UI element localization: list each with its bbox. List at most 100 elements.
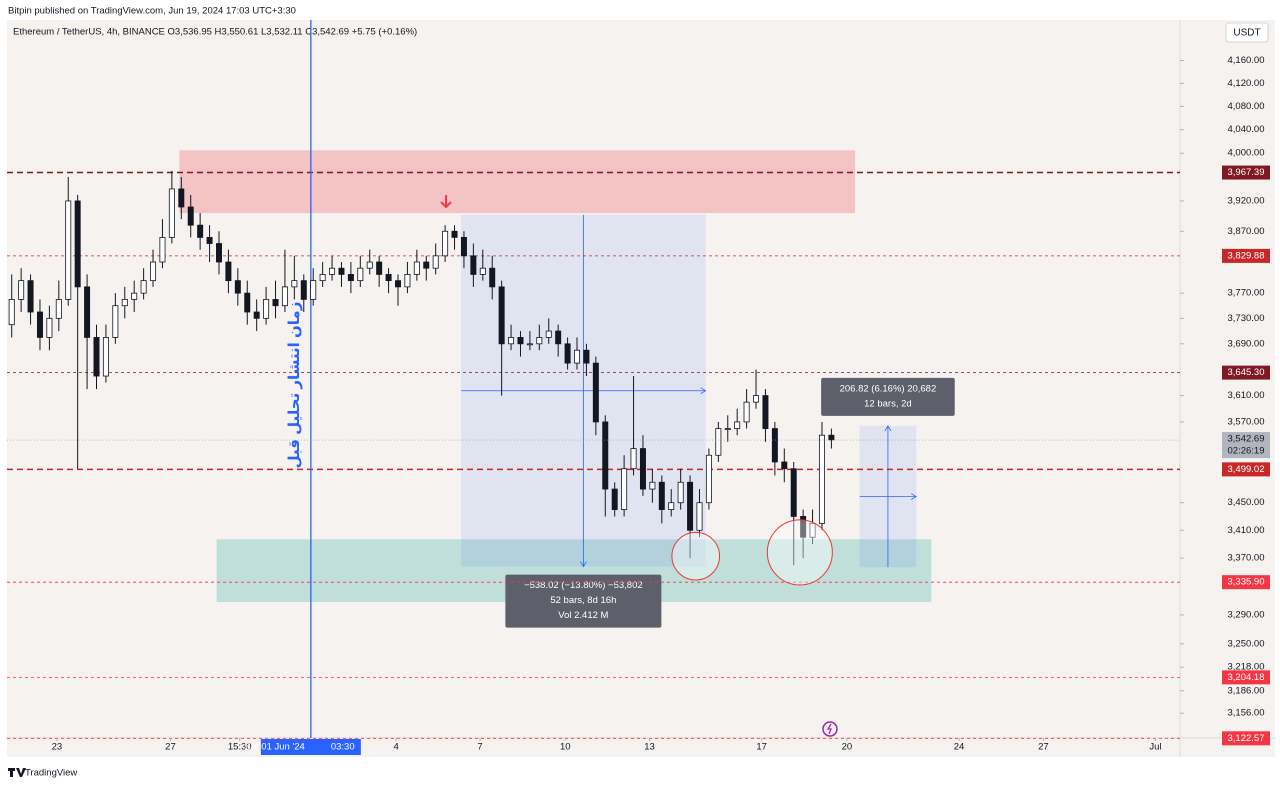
x-tick-label: 15:30 <box>228 742 252 753</box>
candle-body <box>677 481 684 504</box>
y-tick-label: 3,770.00 <box>1228 288 1265 299</box>
x-tick-label: 27 <box>1038 742 1049 753</box>
candle-body <box>385 274 392 282</box>
candle-body <box>592 362 599 423</box>
candle-body <box>470 255 477 275</box>
candle-body <box>498 286 505 345</box>
candle-body <box>140 280 147 294</box>
x-tick-label: 7 <box>477 742 482 753</box>
candle-body <box>310 280 317 300</box>
price-label-box <box>1222 165 1270 180</box>
chart-area <box>7 20 1275 757</box>
candle-body <box>215 243 222 263</box>
y-tick-label: 3,218.00 <box>1228 662 1265 673</box>
candle-body <box>263 299 270 319</box>
y-tick-label: 3,156.00 <box>1228 708 1265 719</box>
crosshair-label-box <box>260 739 361 755</box>
candle-body <box>376 261 383 275</box>
measure-label: 12 bars, 2d <box>864 398 912 409</box>
candle-body <box>27 280 34 313</box>
candle-body <box>489 267 496 288</box>
x-tick-label: 23 <box>52 742 63 753</box>
currency-box[interactable] <box>1225 22 1269 43</box>
candle-body <box>781 461 788 470</box>
candle-body <box>508 337 515 345</box>
candle-body <box>800 516 807 538</box>
candle-body <box>583 349 590 364</box>
candle-body <box>526 343 533 346</box>
candle-body <box>244 292 251 313</box>
candle-body <box>197 224 204 238</box>
measure-label: 206.82 (6.16%) 20,682 <box>840 383 937 394</box>
measure-label: Vol 2.412 M <box>558 610 608 621</box>
candle-body <box>131 292 138 300</box>
y-tick-label: 3,370.00 <box>1228 553 1265 564</box>
y-tick-label: 3,690.00 <box>1228 338 1265 349</box>
price-axis: 4,160.00 4,120.00 4,080.00 4,040.00 4,000.00… <box>1180 55 1270 746</box>
price-label: 3,122.57 <box>1228 733 1265 744</box>
y-tick-label: 3,920.00 <box>1228 195 1265 206</box>
replay-icon[interactable] <box>822 721 838 737</box>
y-tick-label: 3,250.00 <box>1228 638 1265 649</box>
time-axis: 23 27 15:30 4 7 10 13 17 20 24 27 Jul Sat 01 Jun '24… <box>52 738 1162 755</box>
y-tick-label: 3,290.00 <box>1228 609 1265 620</box>
y-tick-label: 3,870.00 <box>1228 226 1265 237</box>
measure-arrowhead <box>700 387 707 395</box>
y-tick-label: 3,410.00 <box>1228 525 1265 536</box>
candle-body <box>621 468 628 510</box>
price-label: 3,204.18 <box>1228 672 1265 683</box>
currency[interactable]: USDT <box>1233 28 1260 39</box>
candle-body <box>187 206 194 226</box>
price-label: 3,967.39 <box>1228 167 1265 178</box>
candle-body <box>206 236 213 244</box>
x-tick-label: 4 <box>393 742 398 753</box>
price-label-box <box>1222 248 1270 263</box>
published-text: Bitpin published on TradingView.com, Jun… <box>8 6 296 17</box>
logo-mark <box>8 768 26 777</box>
x-tick-label: Jul <box>1149 742 1161 753</box>
candle-body <box>818 434 825 524</box>
zones <box>179 150 932 603</box>
candle-body <box>602 421 609 490</box>
x-tick-label: 17 <box>756 742 767 753</box>
y-tick-label: 4,080.00 <box>1228 101 1265 112</box>
candle-body <box>451 230 458 238</box>
candle-body <box>432 255 439 269</box>
candle-body <box>84 286 91 338</box>
candle-body <box>668 502 675 510</box>
candle-body <box>347 274 354 282</box>
candle-body <box>18 280 25 300</box>
candle-body <box>319 274 326 282</box>
highlight-circle <box>766 519 833 586</box>
candle-body <box>366 261 373 269</box>
candle-body <box>630 448 637 470</box>
candle-body <box>545 330 552 338</box>
x-tick-label: 24 <box>954 742 965 753</box>
measure-arrowhead <box>884 425 892 432</box>
candle-body <box>395 280 401 288</box>
candle-body <box>272 299 279 307</box>
symbol-header: Ethereum / TetherUS, 4h, BINANCE O3,536.… <box>13 27 417 38</box>
candle-body <box>74 200 81 288</box>
candle-body <box>102 337 109 377</box>
y-tick-label: 4,000.00 <box>1228 148 1265 159</box>
candle-body <box>536 337 543 345</box>
candle-body <box>65 200 72 300</box>
icon-bolt[interactable] <box>826 723 832 735</box>
brand: TradingView <box>25 768 77 779</box>
y-tick-label: 3,450.00 <box>1228 497 1265 508</box>
crosshair-time: 03:30 <box>331 742 355 753</box>
candle-body <box>687 481 694 531</box>
candle-body <box>705 454 712 504</box>
measure-arrowhead <box>580 561 587 568</box>
measure-label-box <box>821 377 955 416</box>
candle-body <box>771 428 778 463</box>
candle-body <box>253 311 260 319</box>
candle-body <box>150 261 157 282</box>
arrow-down <box>440 194 452 209</box>
x-tick-label: 10 <box>560 742 571 753</box>
icon-circle[interactable] <box>822 721 838 737</box>
measure-label: −538.02 (−13.80%) −53,802 <box>524 580 643 591</box>
